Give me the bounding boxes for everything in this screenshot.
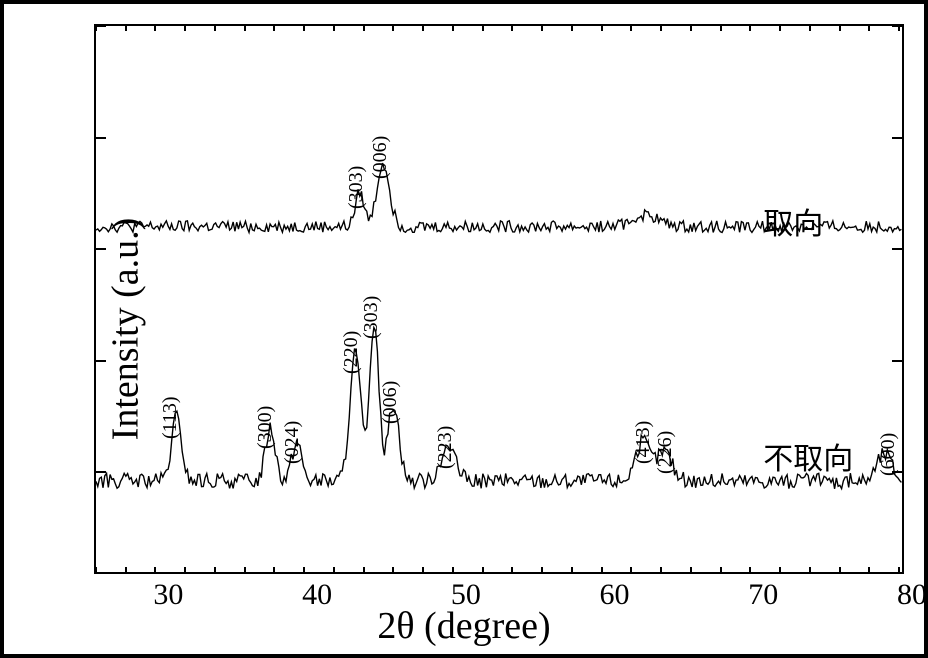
x-minor-tick [720,567,722,572]
peak-label: (303) [345,166,368,209]
x-minor-tick [125,567,127,572]
x-minor-tick [244,567,246,572]
y-major-tick [96,248,106,250]
x-minor-tick [125,26,127,31]
x-minor-tick [244,26,246,31]
x-minor-tick [809,567,811,572]
x-minor-tick [214,26,216,31]
x-minor-tick [898,567,900,572]
y-major-tick [892,25,902,27]
x-minor-tick [660,26,662,31]
y-major-tick [96,360,106,362]
x-minor-tick [214,567,216,572]
plot-area [94,24,904,574]
x-minor-tick [273,567,275,572]
x-minor-tick [333,567,335,572]
x-minor-tick [184,567,186,572]
y-major-tick [892,360,902,362]
x-minor-tick [749,567,751,572]
peak-label: (303) [360,296,383,339]
x-minor-tick [452,567,454,572]
x-minor-tick [392,26,394,31]
x-minor-tick [154,567,156,572]
peak-label: (226) [654,431,677,474]
x-minor-tick [184,26,186,31]
x-minor-tick [749,26,751,31]
x-tick-label: 60 [600,578,630,612]
x-minor-tick [571,26,573,31]
x-minor-tick [690,567,692,572]
x-minor-tick [422,26,424,31]
x-minor-tick [452,26,454,31]
peak-label: (223) [434,426,457,469]
x-tick-label: 30 [153,578,183,612]
x-minor-tick [511,26,513,31]
x-minor-tick [154,26,156,31]
x-minor-tick [839,26,841,31]
x-minor-tick [422,567,424,572]
x-minor-tick [779,26,781,31]
x-minor-tick [630,567,632,572]
x-minor-tick [303,567,305,572]
x-tick-label: 70 [748,578,778,612]
trace-label-non_oriented: 不取向 [763,434,853,478]
peak-label: (006) [379,381,402,424]
x-minor-tick [541,567,543,572]
x-minor-tick [601,567,603,572]
x-minor-tick [511,567,513,572]
y-major-tick [892,248,902,250]
peak-label: (600) [877,433,900,476]
x-tick-label: 80 [897,578,927,612]
y-major-tick [892,137,902,139]
x-minor-tick [809,26,811,31]
trace-label-oriented: 取向 [763,199,823,243]
y-major-tick [96,25,106,27]
x-minor-tick [95,567,97,572]
y-major-tick [96,137,106,139]
x-minor-tick [660,567,662,572]
x-minor-tick [779,567,781,572]
x-minor-tick [868,26,870,31]
x-minor-tick [363,567,365,572]
x-minor-tick [690,26,692,31]
y-major-tick [96,471,106,473]
x-minor-tick [303,26,305,31]
x-tick-label: 40 [302,578,332,612]
peak-label: (024) [281,421,304,464]
x-minor-tick [333,26,335,31]
x-minor-tick [868,567,870,572]
x-minor-tick [720,26,722,31]
x-minor-tick [363,26,365,31]
x-minor-tick [630,26,632,31]
x-tick-label: 50 [451,578,481,612]
x-minor-tick [482,567,484,572]
x-minor-tick [482,26,484,31]
x-minor-tick [541,26,543,31]
xrd-traces-svg [96,26,902,572]
peak-label: (300) [254,406,277,449]
x-minor-tick [839,567,841,572]
peak-label: (113) [159,396,182,439]
peak-label: (413) [632,421,655,464]
x-minor-tick [601,26,603,31]
x-minor-tick [392,567,394,572]
peak-label: (006) [369,136,392,179]
x-minor-tick [571,567,573,572]
chart-container: Intensity (a.u.) 2θ (degree) 30405060708… [0,0,928,658]
x-minor-tick [273,26,275,31]
